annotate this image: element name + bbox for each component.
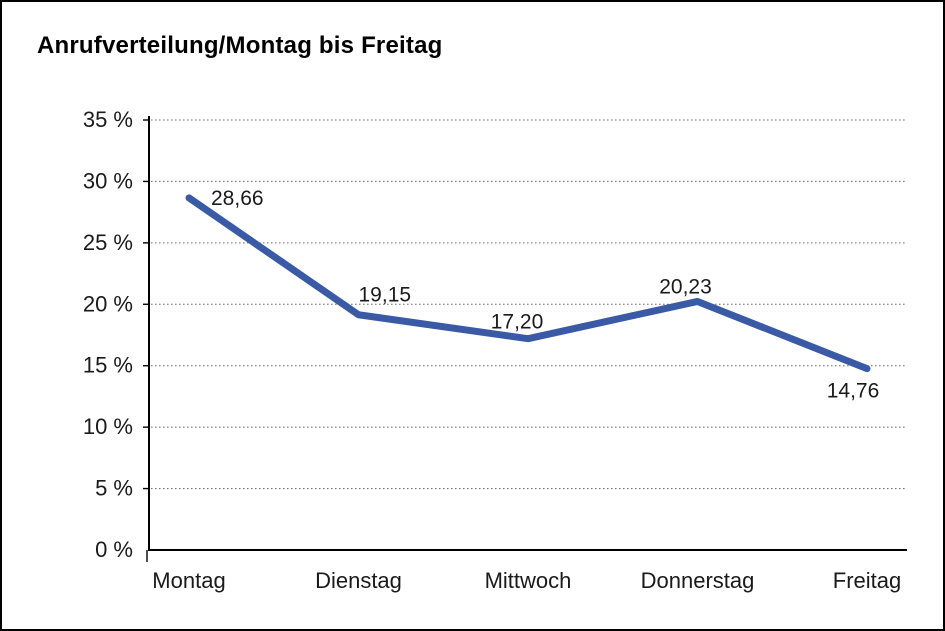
y-tick-label: 35 % (83, 107, 133, 132)
data-point-label: 19,15 (359, 284, 412, 307)
y-tick-label: 10 % (83, 414, 133, 439)
x-category-label: Donnerstag (641, 568, 755, 593)
chart-title: Anrufverteilung/Montag bis Freitag (37, 32, 443, 59)
y-tick-label: 0 % (95, 537, 133, 562)
x-category-label: Freitag (833, 568, 901, 593)
x-category-label: Mittwoch (485, 568, 572, 593)
data-point-label: 14,76 (827, 380, 880, 403)
y-tick-label: 30 % (83, 168, 133, 193)
series-line (185, 194, 871, 373)
y-tick-label: 25 % (83, 230, 133, 255)
data-point-label: 17,20 (491, 311, 544, 334)
y-tick-label: 15 % (83, 353, 133, 378)
x-category-label: Dienstag (315, 568, 402, 593)
data-point-label: 28,66 (211, 187, 264, 210)
y-tick-label: 5 % (95, 476, 133, 501)
x-category-label: Montag (152, 568, 225, 593)
data-point-label: 20,23 (659, 275, 712, 298)
y-tick-label: 20 % (83, 291, 133, 316)
